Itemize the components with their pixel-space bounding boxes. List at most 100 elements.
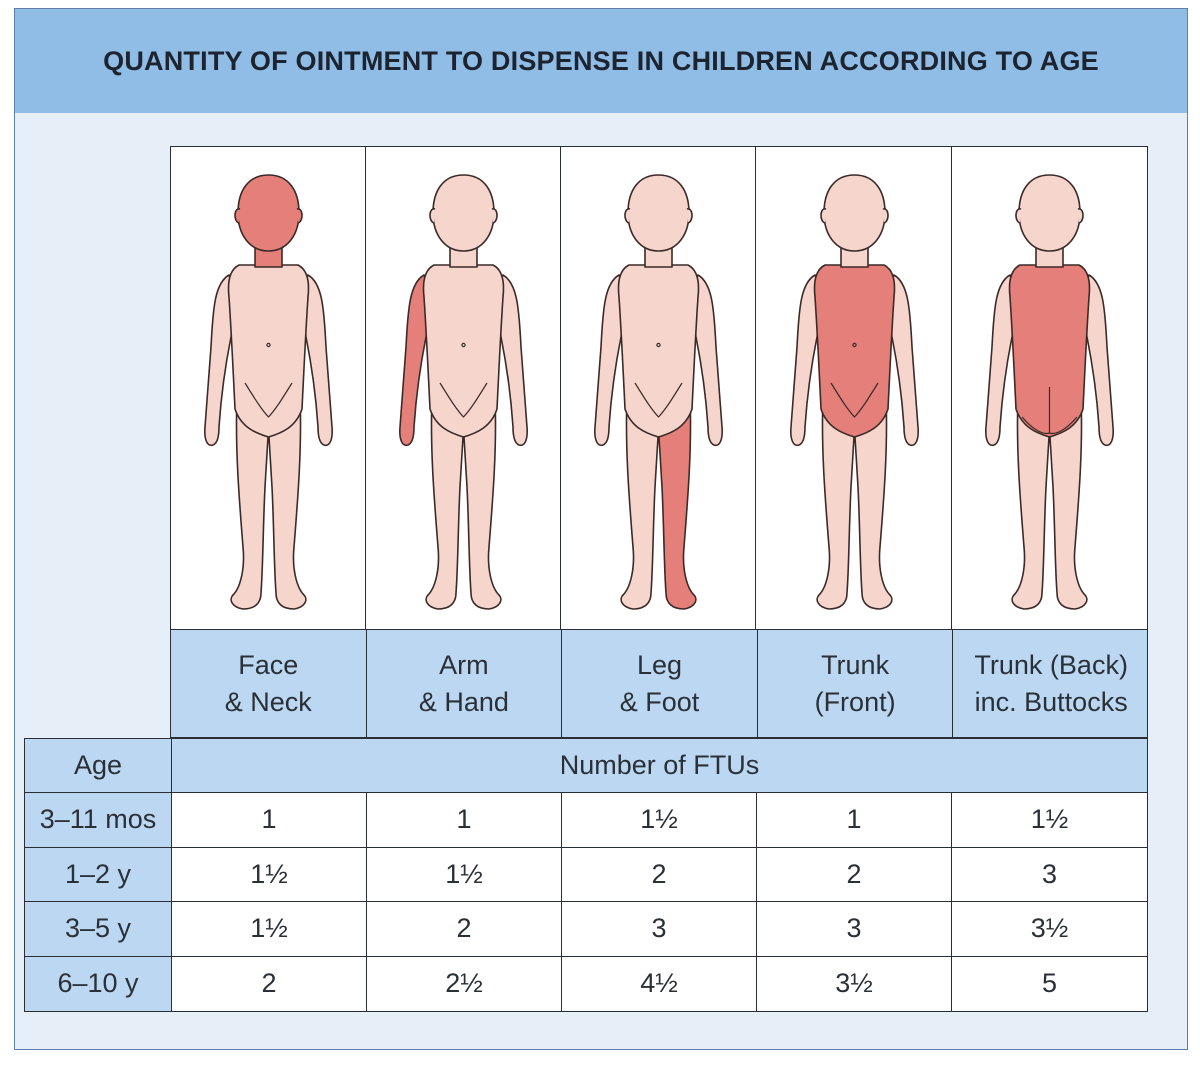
ear-shape <box>882 208 889 224</box>
head-shape <box>432 174 495 252</box>
ftu-value-cell: 4½ <box>562 956 757 1011</box>
torso-shape <box>618 264 700 438</box>
left-arm-shape <box>399 274 433 447</box>
child-body-figure <box>984 174 1114 610</box>
torso-shape <box>227 264 310 438</box>
ftu-value-cell: 3 <box>562 902 757 957</box>
figure-cell <box>366 147 562 629</box>
region-label-line1: Face <box>238 649 299 680</box>
region-label-line2: inc. Buttocks <box>974 686 1128 717</box>
region-label-line2: & Hand <box>418 686 509 717</box>
age-cell: 1–2 y <box>25 847 172 902</box>
table-row: 3–5 y 1½ 2 3 3 3½ <box>25 902 1147 957</box>
right-leg-shape <box>268 396 307 610</box>
torso-shape <box>813 264 895 438</box>
left-leg-shape <box>815 396 855 610</box>
figure-panel <box>170 146 1148 630</box>
region-header-row: Face & Neck Arm & Hand Leg & Foot Trunk … <box>170 630 1148 738</box>
torso-shape <box>422 264 505 438</box>
ftu-value-cell: 1½ <box>367 847 562 902</box>
ftu-value-cell: 2½ <box>367 956 562 1011</box>
head-shape <box>1017 174 1081 252</box>
figure-cell <box>171 147 366 629</box>
table-row: 6–10 y 2 2½ 4½ 3½ 5 <box>25 956 1147 1011</box>
ftu-value-cell: 5 <box>1041 968 1058 999</box>
head-shape <box>237 174 300 252</box>
right-arm-shape <box>299 274 333 447</box>
chart-title: QUANTITY OF OINTMENT TO DISPENSE IN CHIL… <box>103 45 1099 76</box>
head-shape <box>822 174 886 252</box>
region-trunk-front: Trunk (Front) <box>758 630 954 737</box>
figure-cell <box>757 147 952 629</box>
child-body-figure <box>399 174 529 610</box>
ftu-value-cell: 3½ <box>952 902 1147 957</box>
ftu-value-cell: 1½ <box>952 793 1147 848</box>
region-arm-hand: Arm & Hand <box>367 630 563 737</box>
ear-shape <box>624 208 631 224</box>
ftu-value-cell: 1 <box>367 793 562 848</box>
child-body-figure <box>789 174 919 610</box>
right-leg-shape <box>658 396 698 610</box>
region-label-line1: Arm <box>439 649 489 680</box>
right-arm-shape <box>494 274 529 447</box>
region-label-line1: Leg <box>636 649 683 680</box>
title-bar: QUANTITY OF OINTMENT TO DISPENSE IN CHIL… <box>15 9 1187 113</box>
left-leg-shape <box>1011 396 1050 610</box>
ftu-value-cell: 2 <box>757 847 952 902</box>
ftu-value-cell: 3½ <box>757 956 952 1011</box>
right-arm-shape <box>1079 274 1114 447</box>
left-arm-shape <box>594 274 629 447</box>
age-header: Age <box>25 739 172 793</box>
ftu-value-cell: 2 <box>367 902 562 957</box>
table-header-row: Age Number of FTUs <box>25 739 1147 793</box>
age-cell: 3–11 mos <box>25 793 172 848</box>
torso-shape <box>1008 264 1091 438</box>
ear-shape <box>429 208 436 224</box>
ear-shape <box>819 208 826 224</box>
right-arm-shape <box>884 274 919 447</box>
ear-shape <box>234 208 241 224</box>
ear-shape <box>687 208 694 224</box>
left-arm-shape <box>984 274 1019 447</box>
ftu-value-cell: 1½ <box>172 902 367 957</box>
table-row: 3–11 mos 1 1 1½ 1 1½ <box>25 793 1147 848</box>
ftu-value-cell: 1½ <box>562 793 757 848</box>
ftu-value-cell: 2 <box>562 847 757 902</box>
ftu-header: Number of FTUs <box>172 739 1147 793</box>
left-arm-shape <box>789 274 824 447</box>
age-cell: 6–10 y <box>25 956 172 1011</box>
region-label-line2: (Front) <box>814 686 896 717</box>
right-arm-shape <box>689 274 724 447</box>
ftu-value-cell: 3 <box>952 848 1147 902</box>
right-leg-shape <box>463 396 502 610</box>
ftu-value-cell: 1 <box>757 793 952 848</box>
ear-shape <box>1077 208 1084 224</box>
region-face-neck: Face & Neck <box>171 630 367 737</box>
left-leg-shape <box>425 396 464 610</box>
left-arm-shape <box>204 274 238 447</box>
region-label-line2: & Foot <box>619 686 700 717</box>
ftu-value-cell: 2 <box>172 956 367 1011</box>
figure-cell <box>561 147 757 629</box>
age-cell: 3–5 y <box>25 902 172 957</box>
table-row: 1–2 y 1½ 1½ 2 2 3 <box>25 847 1147 902</box>
ftu-value-cell: 1½ <box>172 847 367 902</box>
ftu-value-cell: 1 <box>172 793 367 848</box>
region-leg-foot: Leg & Foot <box>562 630 758 737</box>
figure-cell <box>952 147 1147 629</box>
ear-shape <box>491 208 498 224</box>
region-trunk-back: Trunk (Back) inc. Buttocks <box>953 630 1149 737</box>
region-label-line1: Trunk <box>821 649 890 680</box>
ear-shape <box>1014 208 1022 224</box>
right-leg-shape <box>853 396 893 610</box>
left-leg-shape <box>620 396 660 610</box>
left-leg-shape <box>230 396 269 610</box>
region-label-line2: & Neck <box>224 686 312 717</box>
right-leg-shape <box>1048 396 1088 610</box>
child-body-figure <box>594 174 724 610</box>
region-label-line1: Trunk (Back) <box>974 649 1128 680</box>
child-body-figure <box>204 174 333 610</box>
ftu-value-cell: 3 <box>757 902 952 957</box>
head-shape <box>627 174 691 252</box>
